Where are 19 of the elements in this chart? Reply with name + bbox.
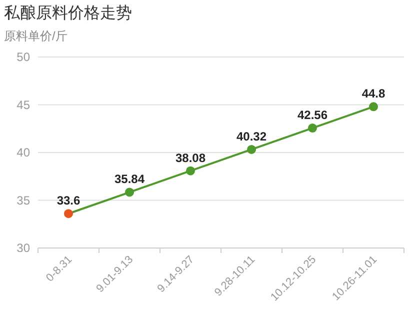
y-tick-label: 30 (16, 241, 30, 255)
data-label: 42.56 (297, 108, 328, 122)
chart-title: 私酿原料价格走势 (4, 4, 132, 22)
point (186, 166, 195, 176)
point (308, 124, 317, 133)
chart-subtitle: 原料单价/斤 (4, 29, 68, 43)
point (247, 144, 256, 154)
data-label: 33.6 (56, 194, 80, 208)
y-tick-label: 45 (16, 98, 30, 112)
point (64, 209, 73, 218)
data-label: 44.8 (362, 86, 386, 101)
y-tick-label: 35 (16, 193, 30, 208)
y-tick-label: 40 (16, 146, 30, 160)
data-label: 40.32 (236, 129, 267, 144)
y-tick-label: 50 (16, 50, 30, 64)
data-label: 38.08 (175, 150, 206, 165)
data-label: 35.84 (114, 172, 145, 186)
point (369, 102, 378, 112)
point (125, 188, 134, 197)
